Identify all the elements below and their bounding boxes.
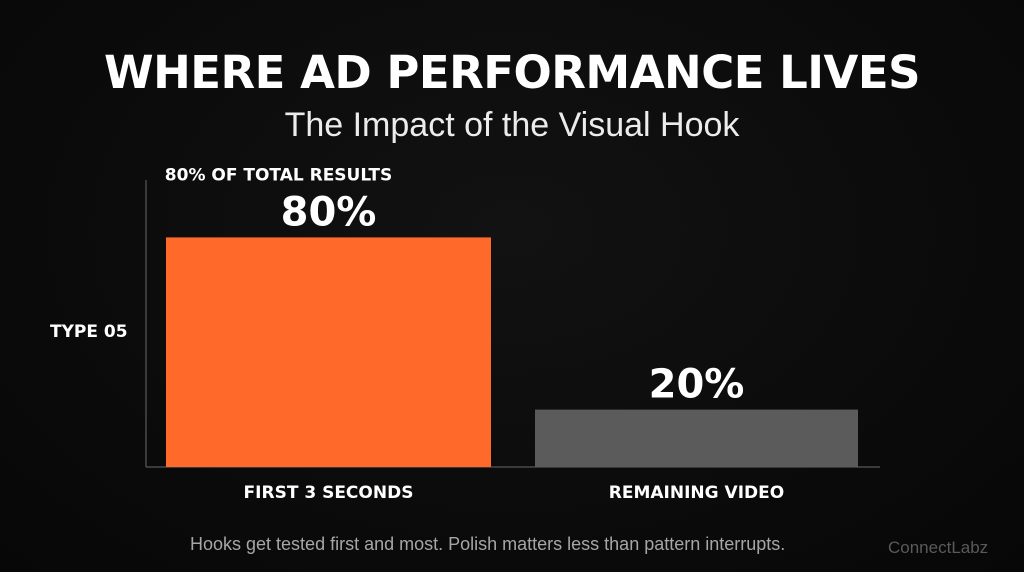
bar-annotation: 80% OF TOTAL RESULTS bbox=[165, 165, 392, 185]
y-axis-label: TYPE 05 bbox=[50, 322, 128, 342]
bar-remaining-video bbox=[535, 409, 858, 467]
chart-title: WHERE AD PERFORMANCE LIVES bbox=[103, 46, 921, 99]
bars-group: 80% FIRST 3 SECONDS 20% REMAINING VIDEO bbox=[166, 189, 858, 503]
footnote: Hooks get tested first and most. Polish … bbox=[190, 534, 786, 554]
x-tick-label: FIRST 3 SECONDS bbox=[244, 483, 414, 503]
bar-value-label: 80% bbox=[281, 189, 377, 235]
brand-watermark: ConnectLabz bbox=[888, 538, 989, 557]
bar-value-label: 20% bbox=[649, 362, 745, 408]
chart-subtitle: The Impact of the Visual Hook bbox=[284, 106, 740, 144]
bar-first-3-seconds bbox=[166, 237, 491, 467]
x-tick-label: REMAINING VIDEO bbox=[609, 483, 784, 503]
